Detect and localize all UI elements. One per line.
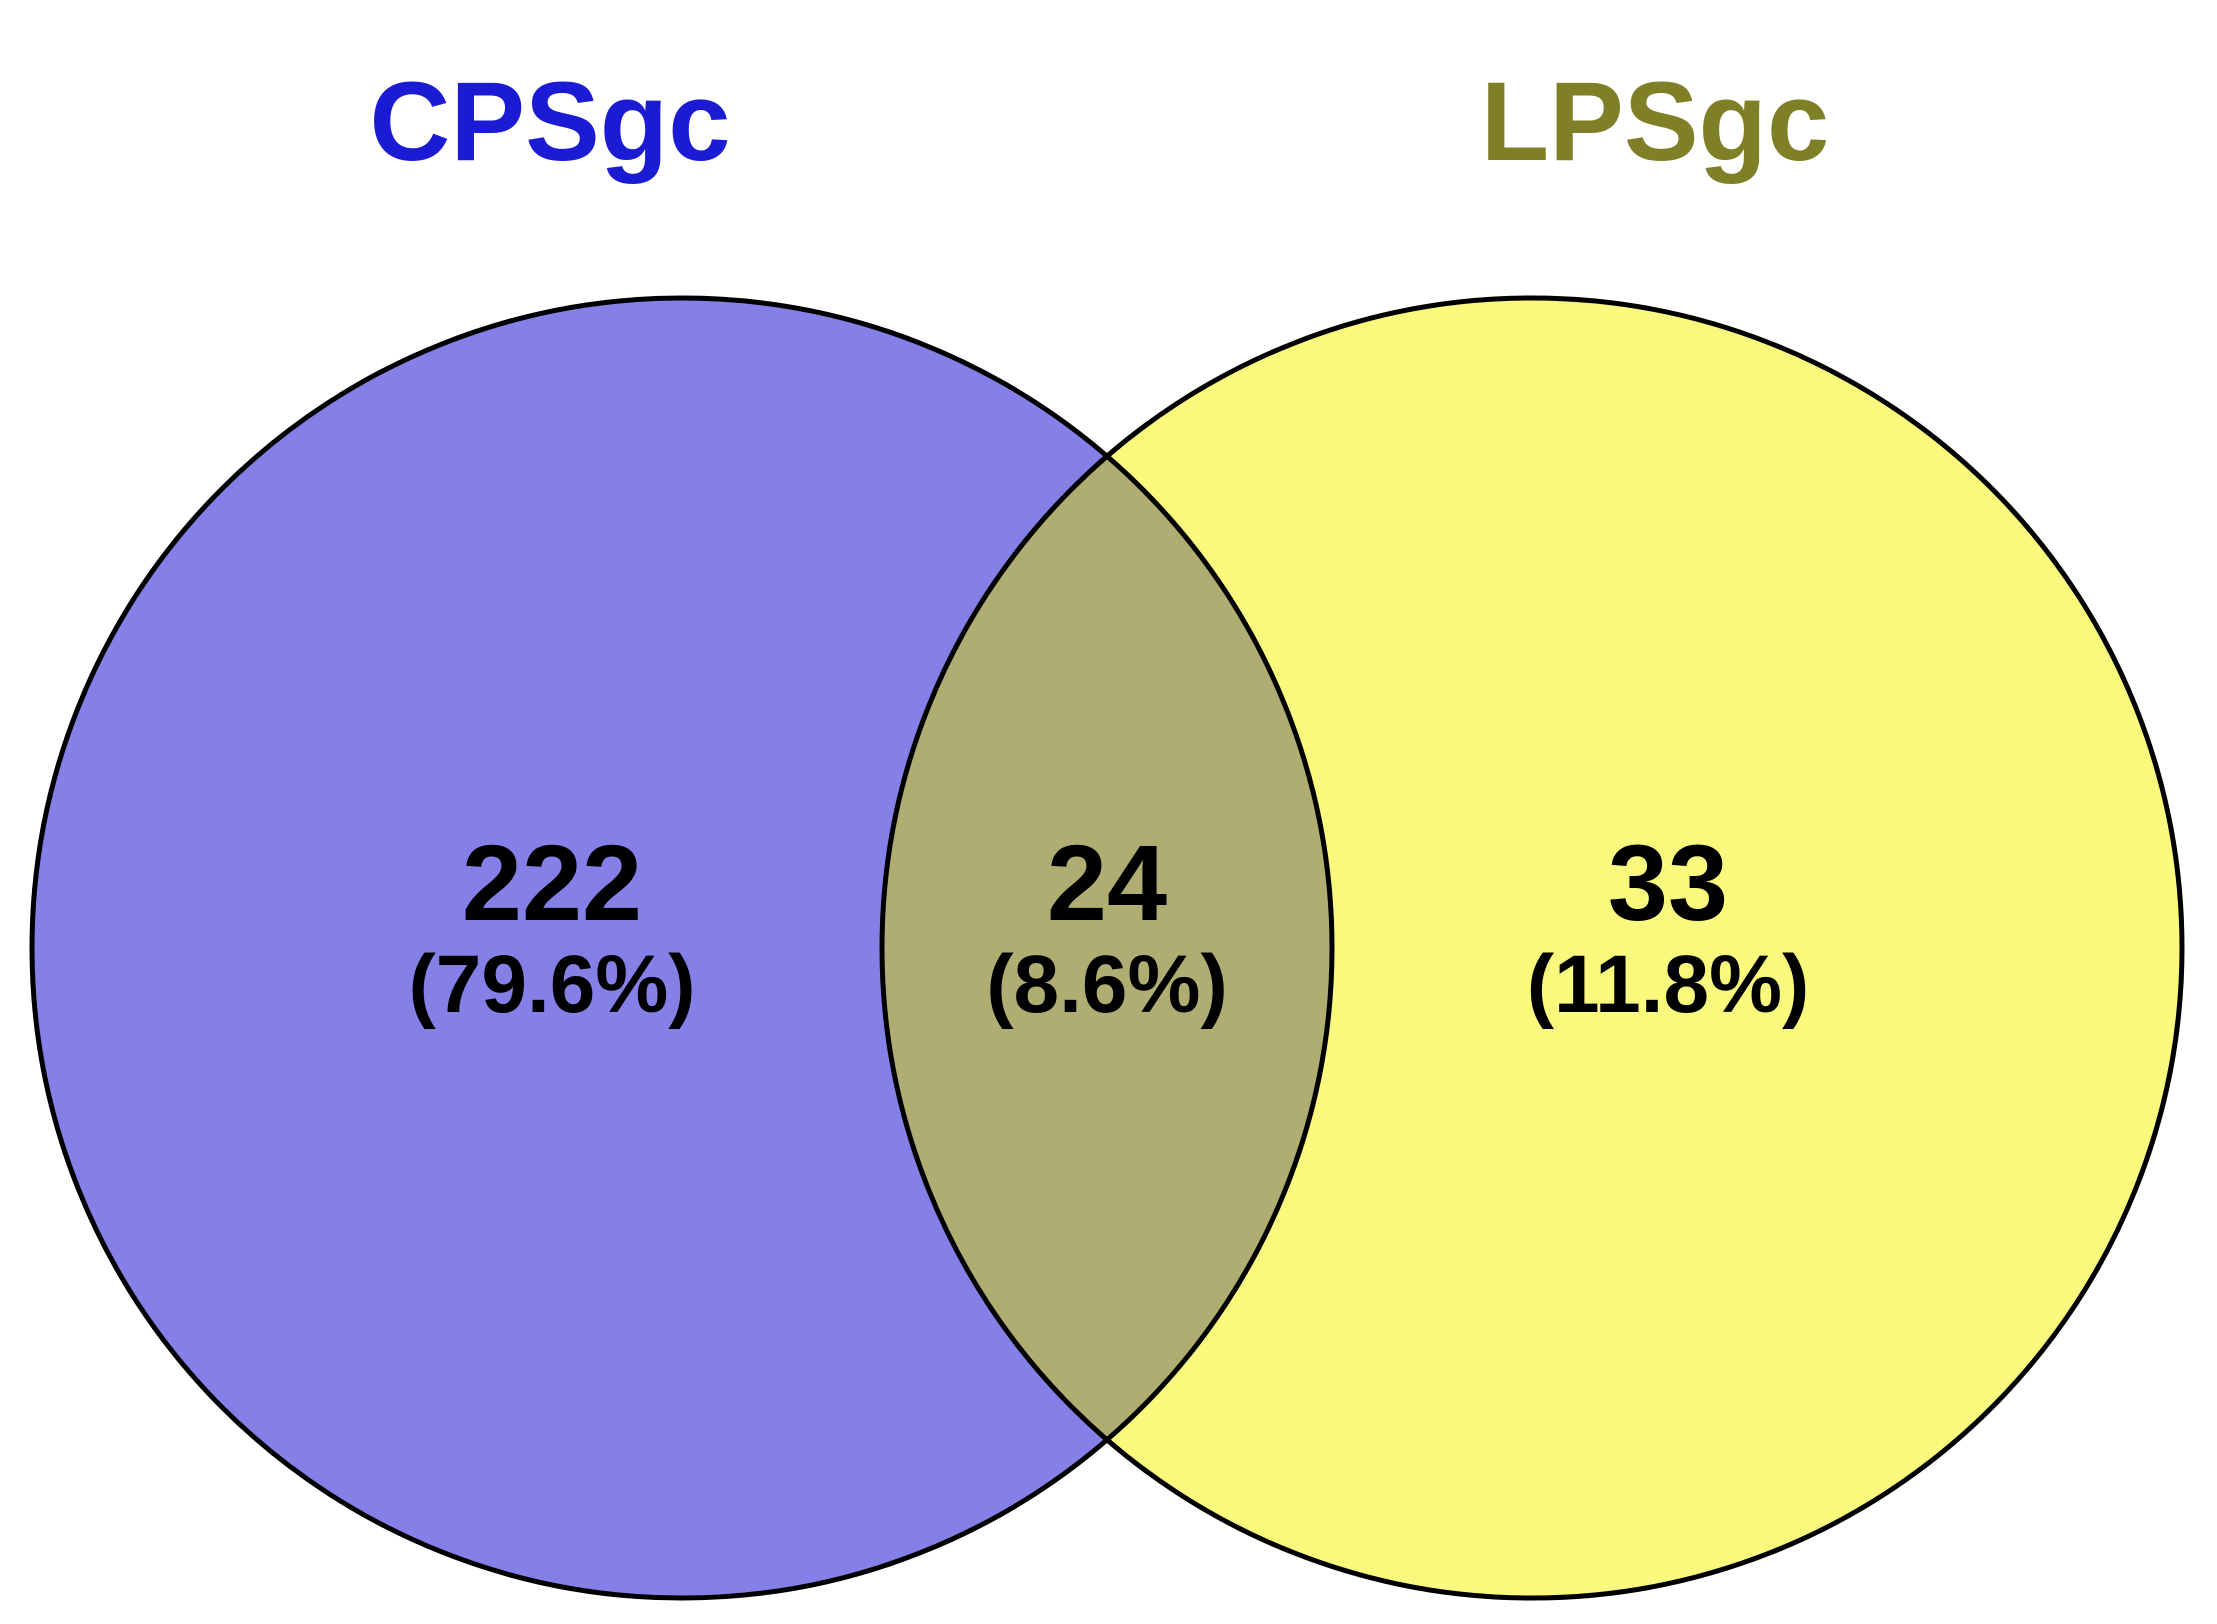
right-only-count: 33 [1608,822,1728,943]
intersection-count: 24 [1047,822,1167,943]
left-set-title: CPSgc [370,59,731,184]
intersection-percent: (8.6%) [986,939,1228,1030]
left-only-count: 222 [462,822,642,943]
intersection-region [881,456,1333,1440]
right-set-outline [879,295,2185,1601]
left-only-percent: (79.6%) [408,939,695,1030]
left-set-outline [29,295,1335,1601]
right-set-title: LPSgc [1481,59,1830,184]
right-only-percent: (11.8%) [1527,939,1810,1030]
